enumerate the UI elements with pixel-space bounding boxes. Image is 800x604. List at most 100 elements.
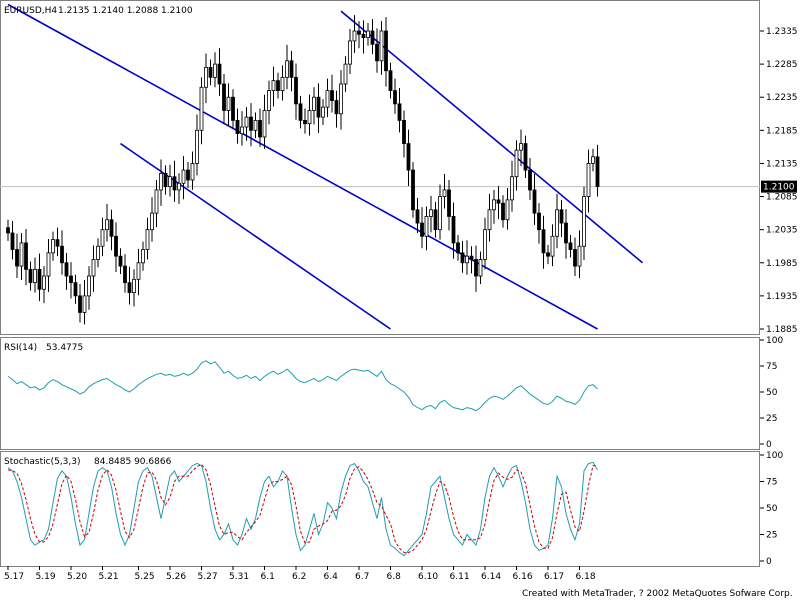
bullish-candle xyxy=(465,255,469,264)
rsi-y-tick-label: 75 xyxy=(766,362,777,372)
bearish-candle xyxy=(361,33,366,39)
bullish-candle xyxy=(442,189,447,197)
stochastic-panel-title: Stochastic(5,3,3) xyxy=(4,457,81,467)
bullish-candle xyxy=(586,163,591,197)
bullish-candle xyxy=(145,229,150,250)
channel-line xyxy=(7,3,598,330)
price-y-tick-label: 1.2185 xyxy=(766,126,798,136)
x-tick-label: 6.14 xyxy=(481,572,501,582)
price-ohlc-label: 1.2135 1.2140 1.2088 1.2100 xyxy=(58,6,193,16)
price-y-tick-label: 1.2335 xyxy=(766,27,798,37)
bearish-candle xyxy=(73,282,78,297)
bullish-candle xyxy=(226,96,231,111)
bearish-candle xyxy=(289,60,294,78)
bullish-candle xyxy=(514,149,519,178)
bullish-candle xyxy=(487,209,492,231)
bearish-candle xyxy=(420,222,424,237)
x-tick-label: 6.17 xyxy=(544,572,564,582)
bearish-candle xyxy=(109,219,114,237)
bearish-candle xyxy=(357,30,361,35)
price-panel-frame xyxy=(0,0,760,335)
price-y-tick-label: 1.2035 xyxy=(766,226,798,236)
bullish-candle xyxy=(280,76,285,91)
channel-line xyxy=(340,10,644,264)
price-panel-title: EURUSD,H4 xyxy=(4,6,57,16)
x-tick-label: 5.20 xyxy=(67,572,87,582)
price-y-tick-label: 1.1885 xyxy=(766,325,798,335)
bullish-candle xyxy=(51,239,55,254)
bullish-candle xyxy=(195,129,199,164)
bullish-candle xyxy=(321,106,325,118)
bullish-candle xyxy=(312,96,316,111)
bullish-candle xyxy=(87,275,91,297)
bullish-candle xyxy=(91,259,96,277)
bearish-candle xyxy=(298,103,303,121)
x-tick-label: 6.7 xyxy=(355,572,369,582)
bullish-candle xyxy=(339,83,343,115)
x-tick-label: 5.27 xyxy=(198,572,218,582)
bullish-candle xyxy=(267,90,271,111)
bullish-candle xyxy=(199,86,204,131)
bearish-candle xyxy=(384,30,388,72)
bullish-candle xyxy=(555,209,559,237)
bullish-candle xyxy=(577,245,582,267)
rsi-main-line xyxy=(7,360,598,412)
bullish-candle xyxy=(190,163,195,181)
bullish-candle xyxy=(244,116,249,128)
bearish-candle xyxy=(28,268,33,284)
stochastic-main-line xyxy=(7,461,598,557)
bearish-candle xyxy=(217,63,222,85)
bearish-candle xyxy=(55,239,60,247)
bearish-candle xyxy=(294,76,298,105)
bullish-candle xyxy=(438,196,442,231)
price-y-tick-label: 1.1985 xyxy=(766,259,798,269)
bullish-candle xyxy=(379,30,384,62)
bearish-candle xyxy=(249,116,253,131)
bearish-candle xyxy=(114,235,118,257)
x-tick-label: 6.11 xyxy=(450,572,470,582)
bullish-candle xyxy=(505,199,510,221)
bearish-candle xyxy=(393,90,397,105)
bearish-candle xyxy=(172,176,177,191)
stochastic-y-tick-label: 25 xyxy=(766,531,777,541)
x-tick-label: 6.4 xyxy=(324,572,339,582)
bullish-candle xyxy=(82,295,87,313)
bearish-candle xyxy=(541,229,546,254)
price-channel-lines xyxy=(7,3,644,330)
bearish-candle xyxy=(60,245,64,264)
rsi-panel: 100 75 50 25 0 xyxy=(7,336,783,450)
stochastic-panel: 100 75 50 25 0 xyxy=(7,451,783,567)
rsi-y-tick-label: 25 xyxy=(766,414,777,424)
bearish-candle xyxy=(451,216,456,244)
price-y-tick-label: 1.1935 xyxy=(766,292,798,302)
last-price-label: 1.2100 xyxy=(763,183,795,193)
x-tick-label: 6.8 xyxy=(387,572,402,582)
x-tick-label: 6.10 xyxy=(418,572,438,582)
bullish-candle xyxy=(150,212,154,231)
bullish-candle xyxy=(325,90,330,108)
bullish-candle xyxy=(177,182,181,191)
rsi-y-tick-label: 100 xyxy=(766,336,783,346)
bullish-candle xyxy=(240,126,244,135)
bullish-candle xyxy=(181,169,186,184)
bearish-candle xyxy=(69,275,73,284)
bullish-candle xyxy=(492,199,496,211)
bearish-candle xyxy=(433,209,438,231)
bearish-candle xyxy=(127,282,132,293)
stochastic-y-tick-label: 50 xyxy=(766,504,778,514)
x-tick-label: 6.2 xyxy=(292,572,306,582)
bullish-candle xyxy=(285,60,289,78)
bearish-candle xyxy=(370,30,375,45)
bearish-candle xyxy=(123,265,127,284)
bearish-candle xyxy=(375,43,379,62)
bullish-candle xyxy=(253,120,258,131)
bearish-candle xyxy=(316,96,321,118)
bearish-candle xyxy=(163,172,168,188)
bearish-candle xyxy=(276,80,280,91)
stochastic-y-tick-label: 100 xyxy=(766,451,783,461)
x-tick-label: 5.26 xyxy=(166,572,186,582)
x-tick-label: 6.18 xyxy=(576,572,596,582)
rsi-y-tick-label: 50 xyxy=(766,388,778,398)
